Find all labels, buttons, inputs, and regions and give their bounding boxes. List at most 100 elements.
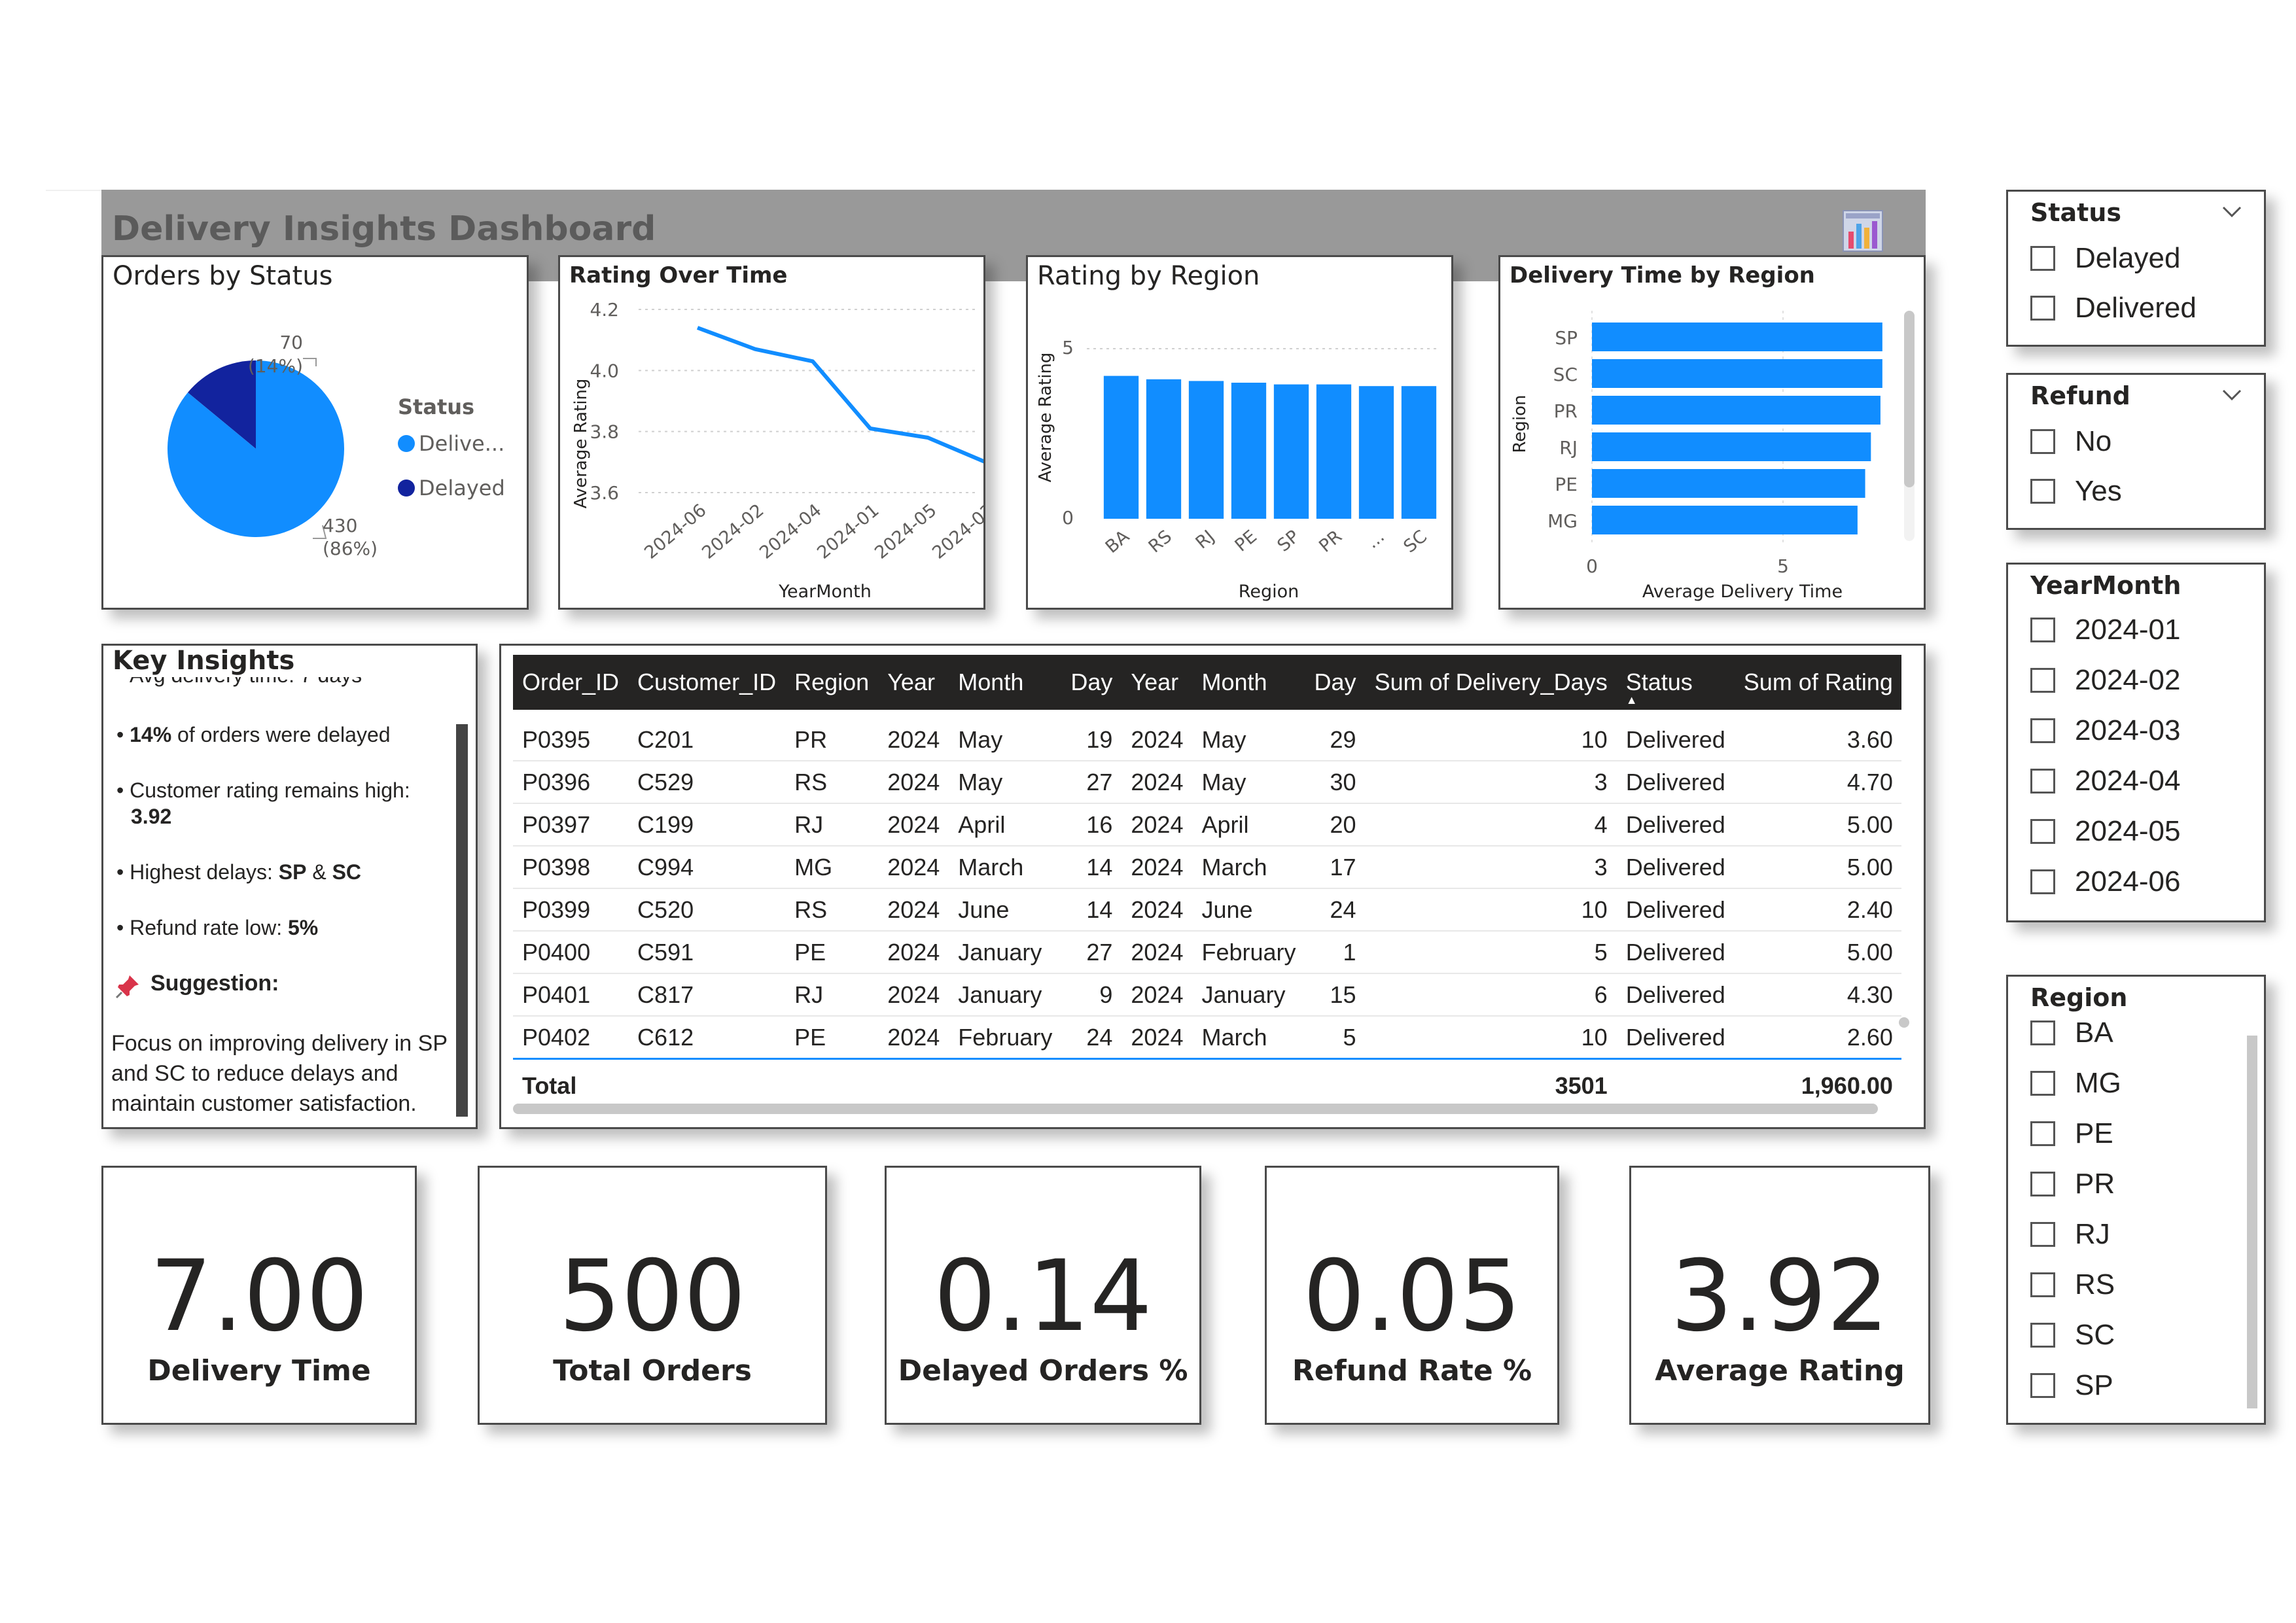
column-header[interactable]: Year	[878, 655, 949, 710]
kpi-average-rating[interactable]: 3.92 Average Rating	[1629, 1166, 1930, 1425]
slicer-region-scrollbar[interactable]	[2247, 1036, 2257, 1408]
slicer-option-2024-06[interactable]: 2024-06	[2030, 862, 2180, 901]
slicer-option-2024-04[interactable]: 2024-04	[2030, 761, 2180, 801]
column-header[interactable]: Customer_ID	[628, 655, 786, 710]
checkbox[interactable]	[2030, 1323, 2055, 1348]
delivery-time-bar[interactable]	[1592, 469, 1865, 498]
column-header[interactable]: Status ▲	[1616, 655, 1735, 710]
slicer-option-yes[interactable]: Yes	[2030, 472, 2122, 511]
slicer-option-2024-01[interactable]: 2024-01	[2030, 610, 2180, 650]
slicer-option-no[interactable]: No	[2030, 422, 2111, 461]
rating-line-series[interactable]	[696, 326, 983, 464]
report-icon[interactable]	[1842, 208, 1884, 253]
slicer-option-delayed[interactable]: Delayed	[2030, 239, 2180, 278]
rating-bar[interactable]	[1103, 375, 1139, 519]
kpi-total-orders[interactable]: 500 Total Orders	[478, 1166, 827, 1425]
checkbox[interactable]	[2030, 1172, 2055, 1196]
slicer-option-sc[interactable]: SC	[2030, 1316, 2115, 1355]
slicer-option-rs[interactable]: RS	[2030, 1265, 2115, 1304]
slicer-region[interactable]: Region BA MG PE PR RJ RS SC SP	[2006, 975, 2266, 1425]
kpi-refund-rate-pct[interactable]: 0.05 Refund Rate %	[1265, 1166, 1559, 1425]
chevron-down-icon[interactable]	[2222, 389, 2242, 401]
checkbox[interactable]	[2030, 618, 2055, 642]
delivery-time-bar[interactable]	[1592, 396, 1881, 425]
table-row[interactable]: P0401 C817 RJ 2024 January 9 2024 January 15 6 Del…	[513, 973, 1901, 1017]
table-row[interactable]: P0398 C994 MG 2024 March 14 2024 March 17 3 Delive…	[513, 846, 1901, 889]
checkbox[interactable]	[2030, 668, 2055, 693]
column-header[interactable]: Region	[785, 655, 879, 710]
slicer-option-rj[interactable]: RJ	[2030, 1215, 2110, 1254]
legend-item-delivered[interactable]: Delive...	[419, 431, 504, 456]
column-header[interactable]: Sum of Delivery_Days	[1365, 655, 1617, 710]
slicer-yearmonth[interactable]: YearMonth 2024-01 2024-02 2024-03 2024-0…	[2006, 563, 2266, 922]
column-header[interactable]: Year	[1122, 655, 1193, 710]
column-header[interactable]: Month	[949, 655, 1062, 710]
checkbox[interactable]	[2030, 296, 2055, 321]
rating-bar[interactable]	[1401, 386, 1437, 519]
delivery-time-bar[interactable]	[1592, 506, 1858, 534]
checkbox[interactable]	[2030, 769, 2055, 794]
rating-bar[interactable]	[1358, 386, 1394, 519]
checkbox[interactable]	[2030, 819, 2055, 844]
table-row[interactable]: P0400 C591 PE 2024 January 27 2024 February 1 5 De…	[513, 931, 1901, 974]
slicer-option-pr[interactable]: PR	[2030, 1164, 2115, 1204]
checkbox[interactable]	[2030, 479, 2055, 504]
slicer-option-sp[interactable]: SP	[2030, 1366, 2113, 1405]
rating-by-region-card[interactable]: Rating by Region BA RS RJ PE SP PR... SC 5 0 A…	[1026, 255, 1453, 610]
column-header[interactable]: Order_ID	[513, 655, 629, 710]
rating-bar[interactable]	[1316, 384, 1352, 519]
slicer-status[interactable]: Status Delayed Delivered	[2006, 190, 2266, 347]
rating-over-time-card[interactable]: Rating Over Time 4.2 4.0 3.8 3.6 2024-06 202…	[558, 255, 985, 610]
checkbox[interactable]	[2030, 246, 2055, 271]
checkbox[interactable]	[2030, 1071, 2055, 1096]
column-header[interactable]: Month	[1192, 655, 1305, 710]
delivery-time-by-region-card[interactable]: Delivery Time by Region SP SC PR RJ PE MG 0 5…	[1498, 255, 1926, 610]
kpi-delivery-time[interactable]: 7.00 Delivery Time	[101, 1166, 417, 1425]
checkbox[interactable]	[2030, 1373, 2055, 1398]
slicer-option-2024-02[interactable]: 2024-02	[2030, 661, 2180, 700]
orders-by-status-card[interactable]: Orders by Status 70 (14%) 430 (86%) Stat…	[101, 255, 529, 610]
orders-table-card[interactable]: Order_ID Customer_ID Region Year Month Day Yea…	[499, 644, 1926, 1129]
checkbox[interactable]	[2030, 1121, 2055, 1146]
delivery-time-bar[interactable]	[1592, 432, 1871, 461]
checkbox[interactable]	[2030, 718, 2055, 743]
table-vertical-scroll-thumb[interactable]	[1899, 1017, 1909, 1028]
table-horizontal-scrollbar[interactable]	[513, 1104, 1878, 1114]
delivery-time-bar[interactable]	[1592, 323, 1882, 351]
table-cell: May	[1192, 761, 1305, 804]
slicer-option-mg[interactable]: MG	[2030, 1064, 2121, 1103]
slicer-refund[interactable]: Refund No Yes	[2006, 373, 2266, 530]
checkbox[interactable]	[2030, 1272, 2055, 1297]
slicer-option-pe[interactable]: PE	[2030, 1114, 2113, 1153]
column-header[interactable]: Sum of Rating	[1734, 655, 1901, 710]
slicer-option-delivered[interactable]: Delivered	[2030, 288, 2197, 328]
column-header[interactable]: Day	[1305, 655, 1366, 710]
table-row[interactable]: P0399 C520 RS 2024 June 14 2024 June 24 10 Deliver…	[513, 888, 1901, 932]
key-insights-card[interactable]: Key Insights Avg delivery time: 7 days •…	[101, 644, 478, 1129]
rating-bar[interactable]	[1231, 383, 1267, 519]
checkbox[interactable]	[2030, 1222, 2055, 1247]
rating-bar[interactable]	[1146, 379, 1182, 519]
column-header[interactable]: Day	[1061, 655, 1122, 710]
table-row[interactable]: P0396 C529 RS 2024 May 27 2024 May 30 3 Delivered 4…	[513, 761, 1901, 804]
delivery-time-bar[interactable]	[1592, 359, 1882, 388]
chevron-down-icon[interactable]	[2222, 206, 2242, 218]
checkbox[interactable]	[2030, 429, 2055, 454]
slicer-option-ba[interactable]: BA	[2030, 1013, 2113, 1053]
kpi-delayed-orders-pct[interactable]: 0.14 Delayed Orders %	[885, 1166, 1201, 1425]
table-row[interactable]: P0397 C199 RJ 2024 April 16 2024 April 20 4 Delive…	[513, 803, 1901, 846]
table-row[interactable]: P0402 C612 PE 2024 February 24 2024 March 5 10 Del…	[513, 1016, 1901, 1060]
slicer-option-2024-05[interactable]: 2024-05	[2030, 812, 2180, 851]
checkbox[interactable]	[2030, 869, 2055, 894]
insights-scrollbar[interactable]	[456, 724, 468, 1117]
legend-item-delayed[interactable]: Delayed	[419, 476, 505, 500]
table-row[interactable]: P0395 C201 PR 2024 May 19 2024 May 29 10 Delivered…	[513, 719, 1901, 761]
pie-slice-delivered[interactable]	[168, 360, 344, 537]
checkbox[interactable]	[2030, 1021, 2055, 1045]
slicer-option-2024-03[interactable]: 2024-03	[2030, 711, 2180, 750]
rating-bar[interactable]	[1273, 384, 1309, 519]
hbar-scroll-thumb[interactable]	[1904, 311, 1915, 487]
pie-slice-delayed[interactable]	[187, 360, 256, 449]
rating-bar[interactable]	[1188, 381, 1224, 519]
sort-ascending-icon[interactable]: ▲	[1625, 693, 1638, 707]
